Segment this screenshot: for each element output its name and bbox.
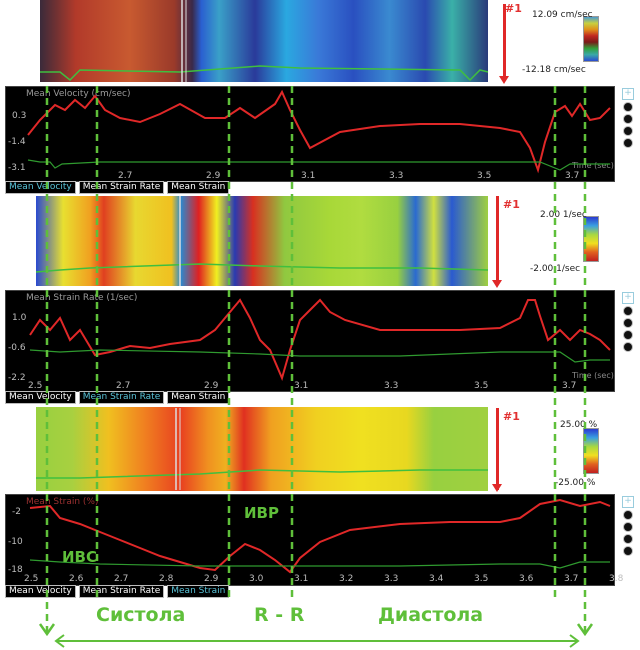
y-tick: -1.4 [8, 137, 26, 147]
tool-icons[interactable] [623, 102, 633, 150]
x-tick: 3.4 [429, 574, 444, 584]
strain-plot-title: Mean Strain (%) [26, 497, 99, 507]
x-tick: 2.7 [118, 171, 133, 181]
y-tick: -2.2 [8, 373, 26, 383]
ivr-label: ИВР [244, 504, 279, 522]
velocity-tabs: Mean Velocity Mean Strain Rate Mean Stra… [5, 181, 230, 194]
rr-right-arrowhead [569, 634, 580, 648]
cursor-line [496, 408, 499, 490]
x-tick: 2.9 [204, 574, 219, 584]
x-tick: 3.5 [477, 171, 492, 181]
rr-left-arrowhead [54, 634, 65, 648]
cursor-arrow [492, 484, 502, 492]
x-tick: 2.9 [206, 171, 221, 181]
x-tick: 3.3 [384, 574, 399, 584]
time-axis-label: Time (sec) [572, 371, 614, 380]
time-axis-label: Time (sec) [572, 161, 614, 170]
region-marker-label: #1 [505, 2, 522, 15]
diastole-label: Диастола [378, 604, 484, 626]
x-tick: 3.1 [294, 574, 309, 584]
cursor-line [503, 4, 506, 78]
tool-icons[interactable] [623, 510, 633, 558]
cursor-line [496, 196, 499, 284]
strain-rate-trace [29, 298, 611, 381]
diastole-down-arrow [576, 623, 594, 637]
x-tick: 3.2 [339, 574, 354, 584]
strain-rate-tabs: Mean Velocity Mean Strain Rate Mean Stra… [5, 391, 230, 404]
y-tick: -10 [8, 537, 23, 547]
strain-rate-scale-max: 2.00 1/sec [540, 210, 587, 220]
x-tick: 3.0 [249, 574, 264, 584]
strain-scale-max: 25.00 % [560, 420, 598, 430]
tab-mean-strain-rate[interactable]: Mean Strain Rate [78, 585, 165, 598]
y-tick: -18 [8, 565, 23, 575]
expand-icon[interactable]: + [622, 496, 634, 508]
x-tick: 2.7 [116, 381, 131, 391]
mmode-overlay-line [35, 263, 489, 273]
velocity-trace [27, 89, 611, 174]
event-markers [45, 86, 587, 632]
strain-tabs: Mean Velocity Mean Strain Rate Mean Stra… [5, 585, 230, 598]
tool-icons[interactable] [623, 306, 633, 354]
region-marker-label: #1 [503, 198, 520, 211]
velocity-scale-min: -12.18 cm/sec [522, 65, 586, 75]
velocity-scale-max: 12.09 cm/sec [532, 10, 593, 20]
x-tick: 3.7 [565, 171, 580, 181]
x-tick: 3.7 [562, 381, 577, 391]
tab-mean-strain-rate[interactable]: Mean Strain Rate [78, 391, 165, 404]
mmode-overlay-line [36, 469, 488, 479]
x-tick: 3.3 [389, 171, 404, 181]
x-tick: 2.9 [204, 381, 219, 391]
cursor-arrow [492, 280, 502, 288]
y-tick: -2 [12, 507, 21, 517]
y-tick: -3.1 [8, 163, 26, 173]
y-tick: 1.0 [12, 313, 27, 323]
expand-icon[interactable]: + [622, 88, 634, 100]
strain-color-scale [583, 428, 599, 474]
x-tick: 2.5 [28, 381, 43, 391]
velocity-plot: Mean Velocity (cm/sec) 0.3 -1.4 -3.1 2.7… [5, 86, 615, 182]
strain-rate-color-scale [583, 216, 599, 262]
x-tick: 2.5 [24, 574, 39, 584]
x-tick: 3.6 [519, 574, 534, 584]
expand-icon[interactable]: + [622, 292, 634, 304]
tab-mean-velocity[interactable]: Mean Velocity [5, 181, 76, 194]
x-tick: 3.3 [384, 381, 399, 391]
tab-mean-velocity[interactable]: Mean Velocity [5, 391, 76, 404]
x-tick: 3.8 [609, 574, 624, 584]
x-tick: 2.7 [114, 574, 129, 584]
x-tick: 2.8 [159, 574, 174, 584]
x-tick: 2.6 [69, 574, 84, 584]
x-tick: 3.1 [294, 381, 309, 391]
strain-rate-plot: Mean Strain Rate (1/sec) 1.0 -0.6 -2.2 2… [5, 290, 615, 392]
y-tick: 0.3 [12, 111, 27, 121]
mmode-overlay-line [40, 65, 489, 82]
tab-mean-velocity[interactable]: Mean Velocity [5, 585, 76, 598]
y-tick: -0.6 [8, 343, 26, 353]
x-tick: 3.1 [301, 171, 316, 181]
velocity-plot-title: Mean Velocity (cm/sec) [26, 89, 131, 99]
strain-scale-min: -25.00 % [555, 478, 596, 488]
strain-trace [29, 498, 611, 574]
cursor-arrow [499, 76, 509, 84]
strain-secondary-trace [29, 559, 610, 569]
rr-label: R - R [254, 604, 305, 626]
velocity-secondary-trace [27, 159, 610, 171]
velocity-mmode-image [40, 0, 488, 82]
strain-rate-plot-title: Mean Strain Rate (1/sec) [26, 293, 138, 303]
ivs-down-arrow [38, 623, 56, 637]
x-tick: 3.5 [474, 381, 489, 391]
x-tick: 3.7 [564, 574, 579, 584]
strain-plot: Mean Strain (%) -2 -10 -18 [5, 494, 615, 586]
region-marker-label: #1 [503, 410, 520, 423]
tab-mean-strain[interactable]: Mean Strain [167, 391, 230, 404]
x-tick: 3.5 [474, 574, 489, 584]
ivs-label: ИВС [62, 548, 97, 566]
strain-rate-secondary-trace [29, 349, 610, 363]
tab-mean-strain-rate[interactable]: Mean Strain Rate [78, 181, 165, 194]
systole-label: Систола [96, 604, 186, 626]
strain-rate-mmode-image [36, 196, 488, 286]
velocity-color-scale [583, 16, 599, 62]
